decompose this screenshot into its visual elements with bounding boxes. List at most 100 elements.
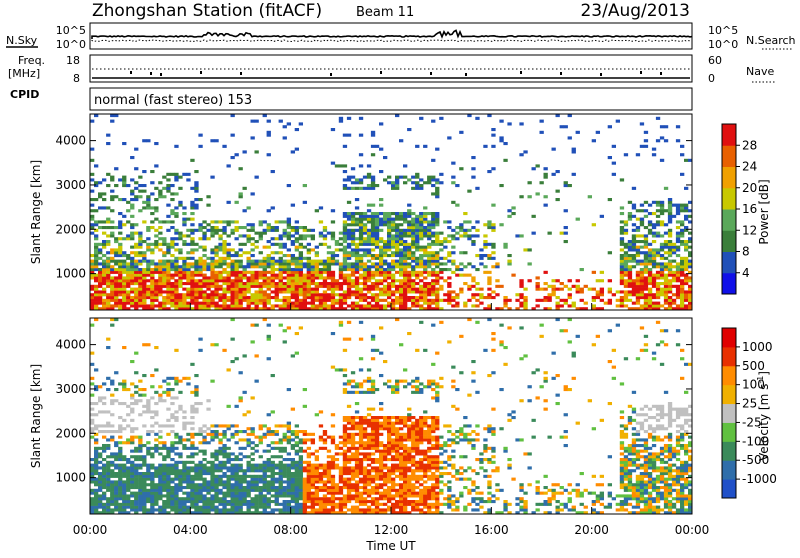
velocity-cell [134,506,138,509]
power-cell [660,293,664,296]
power-cell [407,223,411,226]
power-cell [142,274,146,277]
power-cell [375,257,379,260]
power-cell [375,296,379,299]
power-cell [431,184,435,187]
velocity-cell [178,475,182,478]
power-cell [403,218,407,221]
power-cell [194,262,198,265]
velocity-cell [335,458,339,461]
power-cell [94,248,98,251]
power-cell [134,167,138,170]
power-cell [636,285,640,288]
power-cell [624,232,628,235]
power-cell [291,204,295,207]
velocity-cell [347,497,351,500]
power-cell [624,254,628,257]
velocity-cell [355,480,359,483]
velocity-cell [315,455,319,458]
power-cell [656,285,660,288]
power-cell [391,293,395,296]
power-cell [383,285,387,288]
velocity-cell [198,402,202,405]
velocity-cell [198,497,202,500]
power-cell [94,285,98,288]
velocity-cell [146,497,150,500]
power-cell [339,271,343,274]
power-cell [395,240,399,243]
power-cell [423,282,427,285]
power-cell [182,243,186,246]
power-cell [648,279,652,282]
power-cell [130,279,134,282]
power-cell [299,265,303,268]
velocity-cell [90,394,94,397]
power-cell [347,232,351,235]
velocity-cell [146,478,150,481]
power-cell [363,187,367,190]
power-cell [403,181,407,184]
power-cell [222,251,226,254]
velocity-cell [263,436,267,439]
velocity-cell [134,478,138,481]
power-cell [222,271,226,274]
power-cell [239,167,243,170]
velocity-cell [210,478,214,481]
power-cell [451,201,455,204]
power-cell [656,282,660,285]
power-cell [174,237,178,240]
power-cell [459,229,463,232]
power-cell [608,299,612,302]
power-cell [343,279,347,282]
power-cell [206,195,210,198]
velocity-cell [323,489,327,492]
power-cell [359,240,363,243]
power-cell [415,271,419,274]
velocity-cell [307,475,311,478]
power-cell [287,285,291,288]
power-cell [495,285,499,288]
power-cell [399,304,403,307]
power-cell [399,268,403,271]
power-cell [391,243,395,246]
power-cell [295,296,299,299]
power-cell [399,299,403,302]
velocity-cell [307,466,311,469]
power-cell [307,265,311,268]
power-cell [178,201,182,204]
velocity-cell [222,430,226,433]
power-cell [355,251,359,254]
power-cell [303,290,307,293]
power-cell [90,299,94,302]
power-cell [295,148,299,151]
velocity-cell [202,452,206,455]
velocity-cell [110,483,114,486]
velocity-cell [283,469,287,472]
power-cell [170,212,174,215]
velocity-cell [114,388,118,391]
power-cell [178,268,182,271]
power-cell [355,254,359,257]
power-cell [218,293,222,296]
power-cell [162,243,166,246]
power-cell [463,220,467,223]
power-cell [287,223,291,226]
velocity-cell [259,500,263,503]
power-cell [644,271,648,274]
velocity-cell [130,360,134,363]
power-cell [548,293,552,296]
velocity-cell [150,486,154,489]
velocity-cell [259,475,263,478]
power-cell [672,243,676,246]
velocity-cell [94,508,98,511]
velocity-cell [114,480,118,483]
velocity-cell [202,424,206,427]
colorbar-tick-label: 20 [742,181,757,195]
power-cell [676,125,680,128]
velocity-cell [154,500,158,503]
velocity-cell [267,357,271,360]
power-cell [279,120,283,123]
power-cell [347,246,351,249]
power-cell [387,246,391,249]
power-cell [227,276,231,279]
